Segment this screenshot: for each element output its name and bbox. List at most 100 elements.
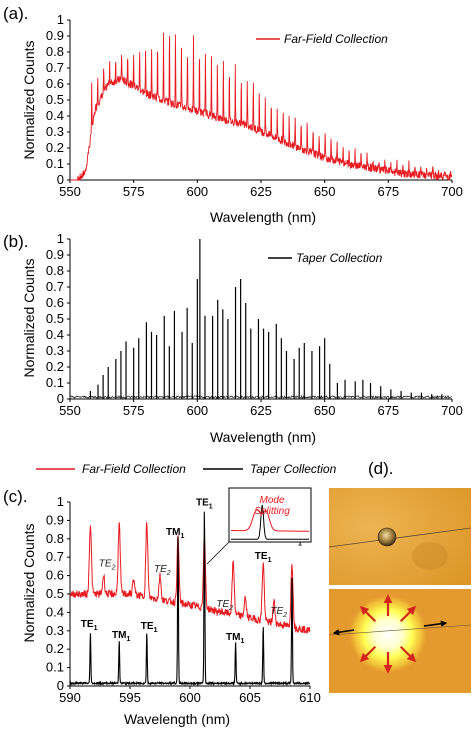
y-tick-label: 0.2: [46, 641, 64, 656]
y-tick-label: 0.3: [46, 124, 64, 139]
taper-arrow-left: [332, 629, 355, 636]
panel-label-b: (b).: [3, 232, 29, 251]
mode-label: TE2: [154, 564, 171, 577]
taper-arrow-right: [423, 620, 448, 627]
y-tick-label: 0: [57, 391, 64, 406]
legend-c: Far-Field Collection Taper Collection: [36, 462, 337, 476]
y-tick-label: 0.6: [46, 76, 64, 91]
mode-label: TE2: [216, 599, 233, 612]
mode-label: TE1: [196, 498, 213, 511]
x-tick-labels-c: 590 595 600 605 610: [59, 690, 321, 705]
y-tick-label: 0.4: [46, 604, 64, 619]
xlabel-a: Wavelength (nm): [210, 209, 316, 225]
inset-taper-curve: [231, 504, 309, 540]
x-tick-label: 610: [299, 690, 321, 705]
y-tick-labels-a: 00.10.20.30.40.50.60.70.80.91: [46, 12, 64, 187]
series-taper-baseline-b: [70, 394, 453, 400]
y-tick-label: 0.4: [46, 327, 64, 342]
x-tick-labels-a: 550 575 600 625 650 675 700: [59, 184, 463, 199]
panel-b: (b). Normalized Counts Wavelength (nm) 0…: [3, 231, 463, 445]
x-tick-label: 675: [377, 403, 399, 418]
x-tick-label: 590: [59, 690, 81, 705]
x-tick-label: 600: [179, 690, 201, 705]
x-tick-label: 650: [314, 403, 336, 418]
x-tick-label: 650: [314, 184, 336, 199]
y-tick-label: 0.9: [46, 28, 64, 43]
legend-b: Taper Collection: [268, 251, 383, 265]
y-tick-label: 0.4: [46, 108, 64, 123]
panel-label-a: (a).: [3, 4, 29, 23]
y-tick-label: 0: [57, 172, 64, 187]
y-tick-label: 0.2: [46, 359, 64, 374]
microsphere-top: [377, 527, 397, 547]
series-far-field-c: [69, 522, 311, 635]
y-tick-label: 0: [57, 678, 64, 693]
y-tick-label: 0.8: [46, 531, 64, 546]
y-tick-label: 0.8: [46, 44, 64, 59]
x-tick-label: 550: [59, 184, 81, 199]
x-tick-label: 575: [123, 403, 145, 418]
ylabel-c: Normalized Counts: [21, 523, 37, 642]
x-tick-label: 700: [441, 184, 463, 199]
legend-label-far-field-c: Far-Field Collection: [82, 462, 186, 476]
y-tick-labels-b: 00.10.20.30.40.50.60.70.80.91: [46, 231, 64, 406]
mode-label: TM1: [112, 630, 130, 643]
panel-label-d: (d).: [368, 459, 394, 478]
legend-label-taper-b: Taper Collection: [296, 251, 383, 265]
x-tick-label: 700: [441, 403, 463, 418]
panel-d: (d).: [328, 459, 472, 693]
inset-pointer-line: [206, 541, 230, 565]
x-tick-label: 625: [250, 403, 272, 418]
photo-top-microsphere: [328, 488, 472, 585]
y-tick-label: 0.3: [46, 343, 64, 358]
emission-arrow: [399, 605, 417, 623]
fiber-taper-top: [328, 527, 472, 548]
plot-area-c: [67, 501, 311, 689]
y-tick-label: 0.5: [46, 92, 64, 107]
photo-bottom-emission: [328, 589, 472, 693]
y-tick-label: 0.5: [46, 586, 64, 601]
y-tick-label: 0.5: [46, 311, 64, 326]
x-tick-label: 600: [186, 184, 208, 199]
inset-curves: [231, 504, 309, 540]
mode-label: TM1: [226, 632, 244, 645]
y-tick-labels-c: 0 0.1 0.2 0.3 0.4 0.5 0.6 0.7 0.8 0.9 1: [46, 494, 64, 693]
y-tick-label: 0.6: [46, 568, 64, 583]
x-tick-label: 550: [59, 403, 81, 418]
panel-c: Far-Field Collection Taper Collection (c…: [3, 462, 337, 727]
series-far-field-a: [70, 32, 453, 181]
plot-area-b: [67, 238, 453, 402]
mode-label: TE1: [255, 551, 272, 564]
emission-arrows: [359, 594, 417, 674]
x-tick-label: 575: [123, 184, 145, 199]
emission-arrow: [359, 645, 377, 663]
inset-text-mode: Mode: [259, 495, 284, 506]
y-tick-label: 0.7: [46, 60, 64, 75]
y-tick-label: 0.9: [46, 512, 64, 527]
y-tick-label: 0.1: [46, 660, 64, 675]
inset-frame: [228, 487, 312, 543]
legend-label-far-field-a: Far-Field Collection: [284, 32, 388, 46]
inset-far-field-curve: [231, 508, 309, 532]
inset-text-splitting: Splitting: [254, 506, 290, 517]
y-tick-label: 0.1: [46, 375, 64, 390]
photo-top-shadow: [412, 542, 448, 570]
emission-arrow: [359, 605, 377, 623]
legend-label-taper-c: Taper Collection: [250, 462, 337, 476]
x-tick-labels-b: 550 575 600 625 650 675 700: [59, 403, 463, 418]
ylabel-b: Normalized Counts: [21, 258, 37, 377]
plot-area-a: [67, 19, 453, 183]
legend-a: Far-Field Collection: [256, 32, 388, 46]
ylabel-a: Normalized Counts: [21, 40, 37, 159]
y-tick-label: 1: [57, 494, 64, 509]
mode-label: TM1: [166, 527, 184, 540]
x-tick-label: 595: [119, 690, 141, 705]
y-tick-label: 0.7: [46, 279, 64, 294]
xlabel-b: Wavelength (nm): [210, 429, 316, 445]
x-tick-label: 675: [377, 184, 399, 199]
x-tick-label: 600: [186, 403, 208, 418]
y-tick-label: 0.9: [46, 247, 64, 262]
y-tick-label: 0.8: [46, 263, 64, 278]
y-tick-label: 0.7: [46, 549, 64, 564]
